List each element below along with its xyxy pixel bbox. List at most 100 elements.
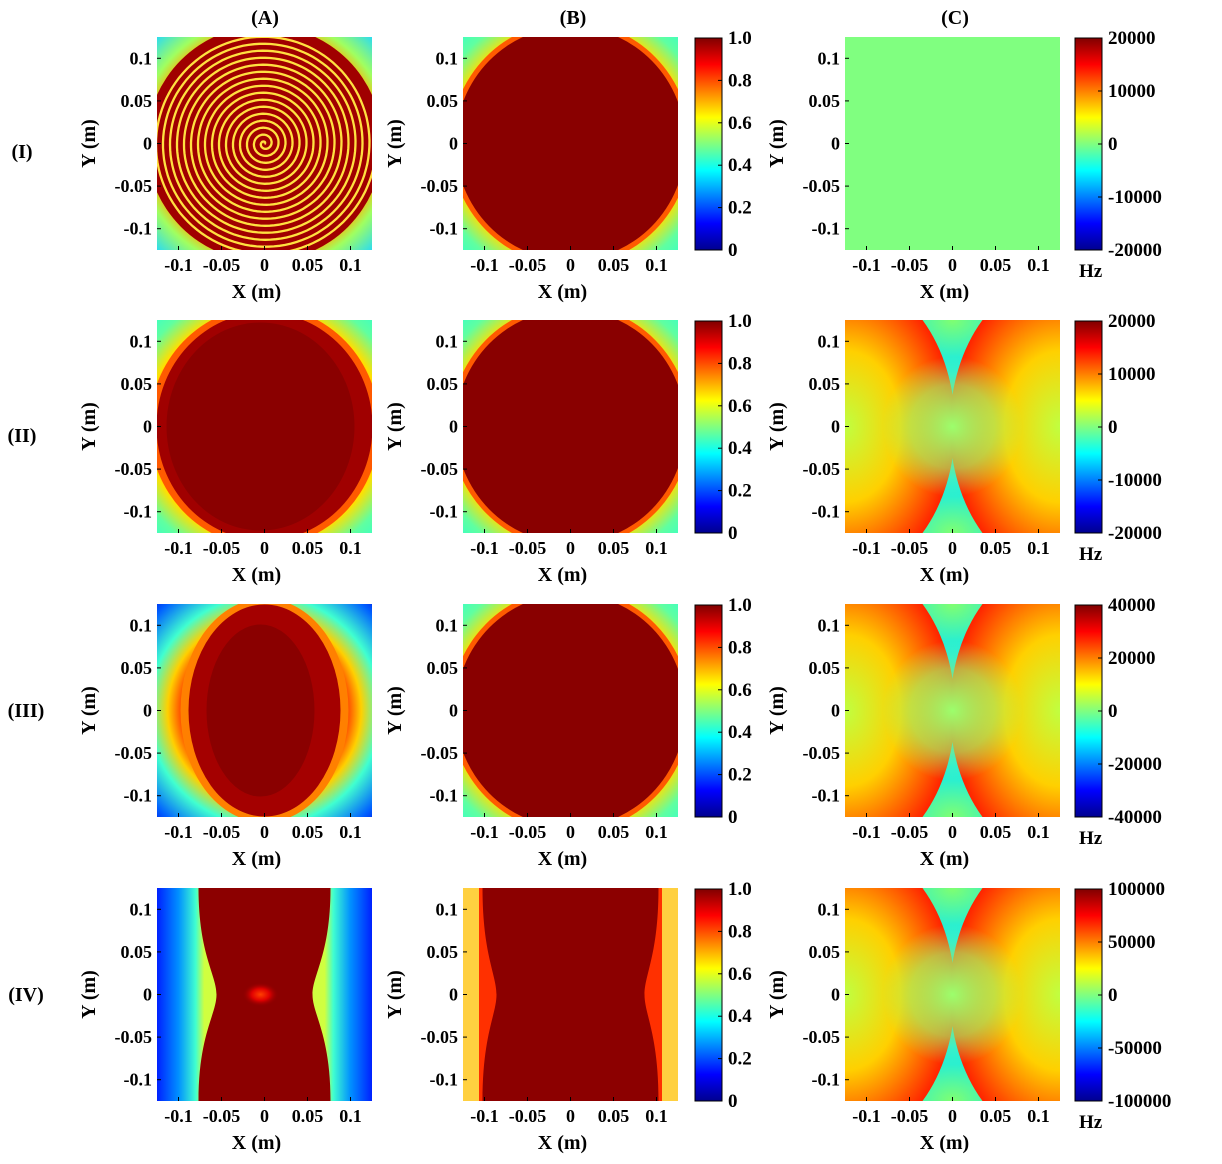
y-tick-label: 0 xyxy=(449,417,458,437)
colorbar-tick-label: 20000 xyxy=(1108,311,1156,332)
axes-iic: -0.1 -0.05 0 0.05 0.1 0.1 0.05 0 -0.05 -0.1 X (m) Y… xyxy=(766,331,1050,586)
x-tick-label: 0.1 xyxy=(645,822,668,842)
y-tick-label: 0.05 xyxy=(427,374,459,394)
colorbar-tick-label: 0 xyxy=(1108,985,1118,1006)
colorbar-tick-label: 0 xyxy=(1108,701,1118,722)
saddle-center xyxy=(882,640,1023,781)
x-tick-label: 0.1 xyxy=(1027,255,1050,275)
y-tick-label: 0.1 xyxy=(818,331,841,351)
x-tick-label: -0.1 xyxy=(852,255,881,275)
x-tick-label: 0 xyxy=(566,255,575,275)
x-tick-label: -0.1 xyxy=(470,822,499,842)
colorbar-unit: Hz xyxy=(1079,261,1103,282)
colorbar-tick-label: 1.0 xyxy=(728,595,752,616)
y-tick-label: 0.05 xyxy=(427,942,459,962)
y-tick-label: 0.05 xyxy=(427,658,459,678)
y-tick-label: 0.1 xyxy=(436,48,459,68)
heatmap-iic xyxy=(845,320,1060,533)
row-label-iv: (IV) xyxy=(8,984,44,1006)
y-tick-label: 0 xyxy=(449,134,458,154)
colorbar-tick-label: 0 xyxy=(728,1091,738,1112)
colorbar-tick-label: -10000 xyxy=(1108,470,1162,491)
x-tick-label: 0.1 xyxy=(1027,1106,1050,1126)
colorbar-tick-label: 0 xyxy=(1108,134,1118,155)
x-tick-label: 0.05 xyxy=(980,1106,1012,1126)
x-axis-label: X (m) xyxy=(232,281,281,303)
x-tick-label: 0.1 xyxy=(339,822,362,842)
colorbar-gradient xyxy=(1074,320,1103,534)
y-tick-label: -0.1 xyxy=(430,1070,459,1090)
axes-ivb: -0.1 -0.05 0 0.05 0.1 0.1 0.05 0 -0.05 -0.1 X (m) Y… xyxy=(384,899,668,1154)
x-tick-label: 0.05 xyxy=(292,822,324,842)
heatmap-iiic xyxy=(845,604,1060,817)
x-tick-label: 0 xyxy=(566,822,575,842)
x-tick-label: -0.05 xyxy=(891,1106,929,1126)
y-tick-label: 0 xyxy=(831,417,840,437)
colorbar-tick-label: 1.0 xyxy=(728,879,752,900)
colorbar-tick-label: 0 xyxy=(728,807,738,828)
colorbar-tick-label: 0.8 xyxy=(728,637,752,658)
colorbar-tick-label: -20000 xyxy=(1108,523,1162,544)
colorbar-iib: 1.0 0.8 0.6 0.4 0.2 0 xyxy=(694,311,752,544)
y-axis-label: Y (m) xyxy=(78,402,100,451)
x-axis-label: X (m) xyxy=(232,848,281,870)
x-tick-label: 0 xyxy=(566,1106,575,1126)
colorbar-gradient xyxy=(694,320,723,534)
y-tick-label: 0.05 xyxy=(121,374,153,394)
y-tick-label: -0.1 xyxy=(430,502,459,522)
axes-iva: -0.1 -0.05 0 0.05 0.1 0.1 0.05 0 -0.05 -0.1 X (m) Y… xyxy=(78,899,362,1154)
y-tick-label: -0.1 xyxy=(812,1070,841,1090)
axes-layer: -0.1 -0.05 0 0.05 0.1 0.1 0.05 0 -0.05 -0.1 X (m) Y… xyxy=(78,28,1171,1154)
x-tick-label: -0.05 xyxy=(203,822,241,842)
colorbar-gradient xyxy=(1074,888,1103,1102)
y-tick-label: 0 xyxy=(449,701,458,721)
hourglass-plateau xyxy=(482,888,659,1101)
axes-ic: -0.1 -0.05 0 0.05 0.1 0.1 0.05 0 -0.05 -0.1 X (m) Y… xyxy=(766,48,1050,303)
colorbar-tick-label: -40000 xyxy=(1108,807,1162,828)
x-tick-label: -0.05 xyxy=(509,1106,547,1126)
x-tick-label: -0.1 xyxy=(164,1106,193,1126)
y-axis-label: Y (m) xyxy=(78,686,100,735)
colorbar-tick-label: 10000 xyxy=(1108,81,1156,102)
x-axis-label: X (m) xyxy=(920,281,969,303)
x-tick-label: 0.1 xyxy=(339,538,362,558)
column-label-c: (C) xyxy=(941,7,969,29)
x-tick-label: 0 xyxy=(260,255,269,275)
x-tick-label: 0.05 xyxy=(292,255,324,275)
colorbar-gradient xyxy=(1074,604,1103,818)
y-tick-label: -0.05 xyxy=(115,176,153,196)
colorbar-tick-label: 0.2 xyxy=(728,198,752,219)
colorbar-iiib: 1.0 0.8 0.6 0.4 0.2 0 xyxy=(694,595,752,828)
heatmap-iva xyxy=(157,888,372,1101)
axes-iib: -0.1 -0.05 0 0.05 0.1 0.1 0.05 0 -0.05 -0.1 X (m) Y… xyxy=(384,331,668,586)
column-label-b: (B) xyxy=(560,7,587,29)
x-tick-label: 0 xyxy=(260,822,269,842)
y-tick-label: -0.1 xyxy=(812,219,841,239)
axes-iiib: -0.1 -0.05 0 0.05 0.1 0.1 0.05 0 -0.05 -0.1 X (m) Y… xyxy=(384,615,668,870)
y-tick-label: -0.05 xyxy=(803,459,841,479)
y-tick-label: -0.05 xyxy=(115,1027,153,1047)
x-tick-label: 0.05 xyxy=(598,822,630,842)
y-tick-label: -0.05 xyxy=(803,176,841,196)
y-tick-label: -0.05 xyxy=(115,743,153,763)
colorbar-tick-label: 10000 xyxy=(1108,364,1156,385)
colorbar-tick-label: 0 xyxy=(1108,417,1118,438)
axes-ib: -0.1 -0.05 0 0.05 0.1 0.1 0.05 0 -0.05 -0.1 X (m) Y… xyxy=(384,48,668,303)
colorbar-tick-label: 0 xyxy=(728,523,738,544)
column-label-a: (A) xyxy=(251,7,279,29)
x-tick-label: 0.1 xyxy=(339,255,362,275)
colorbar-tick-label: -50000 xyxy=(1108,1038,1162,1059)
heatmap-ib xyxy=(463,37,678,250)
heatmap-iib xyxy=(463,320,678,533)
x-axis-label: X (m) xyxy=(538,281,587,303)
y-tick-label: 0.05 xyxy=(809,91,841,111)
x-tick-label: 0.05 xyxy=(598,1106,630,1126)
colorbar-tick-label: 0.2 xyxy=(728,481,752,502)
y-tick-label: -0.05 xyxy=(803,1027,841,1047)
y-axis-label: Y (m) xyxy=(384,402,406,451)
x-tick-label: 0.1 xyxy=(645,255,668,275)
y-tick-label: -0.1 xyxy=(812,786,841,806)
colorbar-tick-label: -100000 xyxy=(1108,1091,1171,1112)
